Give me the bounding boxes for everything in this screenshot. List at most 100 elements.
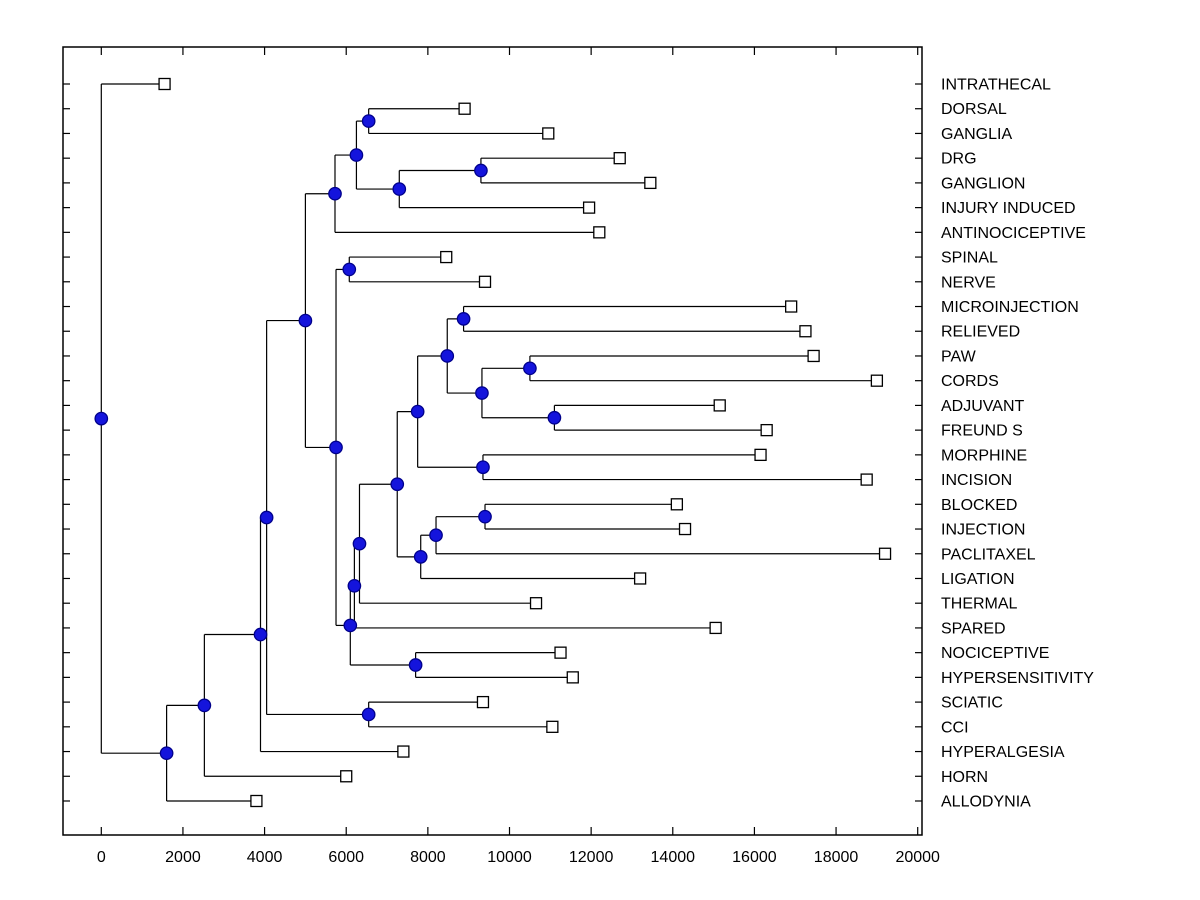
- x-tick-label: 8000: [410, 849, 446, 866]
- leaf-marker: [554, 646, 567, 659]
- x-tick-label: 6000: [328, 849, 364, 866]
- leaf-label: ANTINOCICEPTIVE: [941, 225, 1086, 242]
- leaf-label: NOCICEPTIVE: [941, 645, 1049, 662]
- leaf-marker: [476, 695, 490, 709]
- leaf-marker: [799, 325, 812, 338]
- leaf-label: LIGATION: [941, 571, 1015, 588]
- leaf-marker: [546, 720, 559, 733]
- leaf-marker: [633, 572, 647, 585]
- x-tick-label: 10000: [487, 849, 532, 866]
- leaf-marker: [709, 621, 722, 635]
- node-marker: [349, 148, 364, 162]
- leaf-label: INTRATHECAL: [941, 77, 1051, 94]
- leaf-marker: [529, 597, 543, 610]
- leaf-marker: [678, 522, 692, 536]
- leaf-label: THERMAL: [941, 596, 1018, 613]
- leaf-label: SPARED: [941, 620, 1006, 637]
- leaf-marker: [593, 226, 606, 239]
- node-marker: [429, 528, 443, 543]
- leaf-marker: [713, 399, 726, 412]
- leaf-marker: [760, 423, 773, 437]
- leaf-marker: [613, 152, 626, 165]
- leaf-label: CORDS: [941, 373, 999, 390]
- x-tick-label: 4000: [247, 849, 283, 866]
- node-marker: [361, 114, 376, 128]
- leaf-marker: [397, 745, 410, 758]
- node-marker: [475, 386, 489, 400]
- leaf-marker: [670, 498, 684, 511]
- leaf-label: BLOCKED: [941, 497, 1017, 514]
- x-tick-label: 18000: [814, 849, 859, 866]
- node-marker: [547, 410, 562, 425]
- leaf-label: INCISION: [941, 472, 1012, 489]
- leaf-marker: [878, 547, 892, 560]
- x-tick-label: 12000: [569, 849, 614, 866]
- leaf-marker: [158, 77, 171, 91]
- x-tick-label: 20000: [895, 849, 940, 866]
- node-marker: [474, 163, 488, 178]
- x-tick-label: 16000: [732, 849, 777, 866]
- leaf-label: SCIATIC: [941, 695, 1003, 712]
- leaf-marker: [807, 349, 820, 363]
- leaf-marker: [458, 102, 471, 115]
- leaf-label: RELIEVED: [941, 324, 1020, 341]
- node-marker: [523, 361, 537, 376]
- node-marker: [352, 536, 367, 551]
- node-marker: [342, 262, 357, 277]
- leaf-label: ALLODYNIA: [941, 793, 1031, 810]
- leaf-label: CCI: [941, 719, 969, 736]
- leaf-label: FREUND S: [941, 423, 1023, 440]
- node-marker: [347, 578, 362, 593]
- leaf-label: MICROINJECTION: [941, 299, 1079, 316]
- node-marker: [440, 349, 455, 363]
- plot-border: [62, 46, 923, 836]
- leaf-marker: [644, 176, 657, 190]
- node-marker: [329, 440, 343, 455]
- leaf-label: HYPERSENSITIVITY: [941, 670, 1094, 687]
- leaf-label: PAW: [941, 348, 977, 365]
- node-marker: [94, 411, 109, 426]
- leaf-marker: [340, 770, 353, 783]
- leaf-marker: [566, 671, 579, 684]
- leaf-marker: [860, 473, 873, 486]
- node-marker: [413, 549, 428, 564]
- node-marker: [328, 186, 342, 201]
- node-marker: [197, 698, 212, 713]
- node-marker: [259, 510, 274, 525]
- node-marker: [159, 746, 174, 761]
- x-tick-label: 14000: [651, 849, 696, 866]
- node-marker: [343, 618, 358, 633]
- node-marker: [478, 509, 492, 524]
- node-marker: [253, 627, 268, 642]
- node-marker: [361, 707, 376, 722]
- node-marker: [298, 313, 313, 328]
- node-marker: [390, 477, 405, 492]
- leaf-marker: [478, 275, 492, 288]
- leaf-label: SPINAL: [941, 250, 998, 267]
- leaf-label: DORSAL: [941, 101, 1007, 118]
- leaf-marker: [440, 250, 453, 264]
- leaf-label: ADJUVANT: [941, 398, 1024, 415]
- leaf-label: GANGLIA: [941, 126, 1012, 143]
- node-marker: [456, 312, 471, 326]
- node-marker: [392, 182, 407, 196]
- leaf-label: HORN: [941, 769, 988, 786]
- leaf-label: MORPHINE: [941, 447, 1027, 464]
- leaf-marker: [870, 374, 884, 387]
- x-tick-label: 0: [97, 849, 106, 866]
- node-marker: [410, 404, 425, 419]
- leaf-marker: [250, 794, 263, 808]
- leaf-label: NERVE: [941, 274, 996, 291]
- leaf-marker: [582, 201, 596, 214]
- x-tick-label: 2000: [165, 849, 201, 866]
- leaf-label: INJECTION: [941, 522, 1025, 539]
- leaf-marker: [785, 300, 798, 313]
- node-marker: [476, 460, 490, 475]
- leaf-label: DRG: [941, 151, 977, 168]
- leaf-label: HYPERALGESIA: [941, 744, 1065, 761]
- leaf-marker: [542, 127, 555, 140]
- leaf-label: GANGLION: [941, 175, 1025, 192]
- node-marker: [408, 658, 423, 672]
